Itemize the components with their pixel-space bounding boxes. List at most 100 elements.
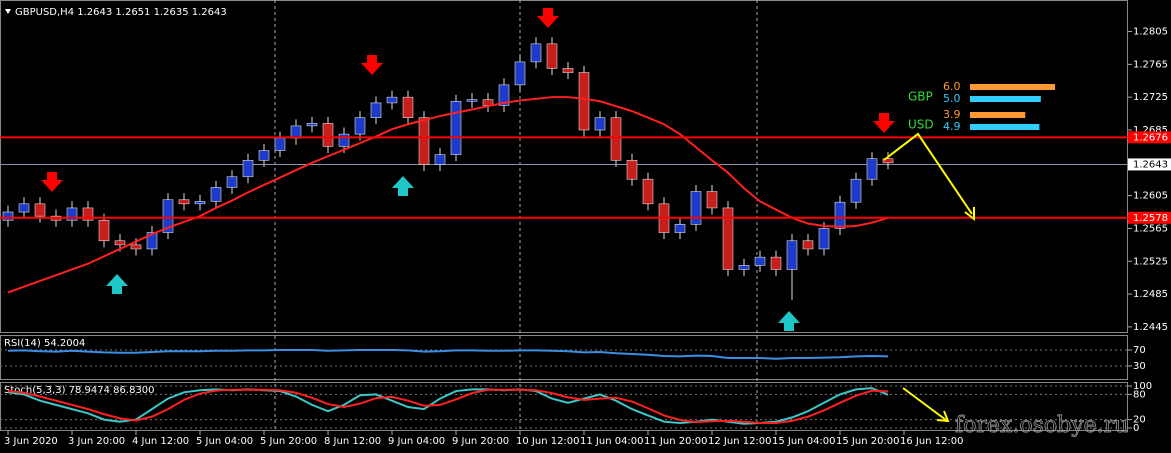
candle-body — [434, 154, 446, 165]
candle-body — [306, 123, 318, 127]
candle-body — [722, 207, 734, 270]
x-tick-label: 9 Jun 04:00 — [388, 436, 445, 447]
candle-body — [706, 191, 718, 209]
stoch-panel — [0, 382, 1128, 431]
forecast-head — [964, 207, 975, 222]
candle-body — [34, 203, 46, 217]
candle-body — [786, 240, 798, 270]
candle-body — [530, 43, 542, 63]
candle-body — [738, 265, 750, 270]
candle-body — [610, 117, 622, 161]
forecast — [883, 132, 975, 423]
x-tick-label: 10 Jun 12:00 — [516, 436, 580, 447]
current-price-label: 1.2643 — [1133, 159, 1168, 170]
moving-average — [7, 96, 889, 294]
strength-label: 5.0 — [943, 92, 961, 105]
forecast-line — [902, 387, 947, 421]
level-box — [1128, 131, 1171, 144]
candle-body — [802, 240, 814, 250]
x-tick-label: 16 Jun 12:00 — [900, 436, 964, 447]
candle-body — [386, 96, 398, 104]
y-tick-label: 1.2605 — [1133, 191, 1168, 202]
strength-label: 6.0 — [943, 80, 961, 93]
candle-body — [850, 178, 862, 203]
x-tick-label: 11 Jun 20:00 — [644, 436, 708, 447]
watermark: forex.osobye.ru — [955, 413, 1128, 438]
candle-body — [754, 256, 766, 266]
candle-body — [562, 68, 574, 73]
candle-body — [578, 72, 590, 131]
candle-body — [194, 201, 206, 205]
main-panel — [0, 0, 1128, 333]
candle-body — [274, 137, 286, 151]
level-label: 1.2578 — [1133, 213, 1168, 224]
candle-body — [834, 201, 846, 229]
candle-body — [498, 84, 510, 106]
candle-body — [674, 224, 686, 233]
forecast-line — [883, 132, 973, 215]
y-tick-label: 1.2445 — [1133, 322, 1168, 333]
up-arrow — [106, 274, 128, 294]
signal-arrows — [41, 8, 895, 331]
level-box — [1128, 211, 1171, 224]
candle-body — [818, 228, 830, 250]
strength-label: 4.9 — [943, 120, 961, 133]
candle-body — [66, 207, 78, 221]
x-tick-label: 3 Jun 2020 — [4, 436, 58, 447]
indicator-line — [7, 349, 889, 360]
y-tick-label: 1.2805 — [1133, 27, 1168, 38]
candle-body — [258, 150, 270, 161]
level-label: 1.2676 — [1133, 132, 1168, 143]
x-tick-label: 9 Jun 20:00 — [452, 436, 509, 447]
candle-body — [370, 102, 382, 118]
candle-body — [178, 199, 190, 205]
rsi-title: RSI(14) 54.2004 — [4, 338, 85, 349]
currency-label: USD — [908, 118, 934, 132]
candle-body — [82, 207, 94, 221]
y-tick-label: 80 — [1133, 389, 1146, 400]
x-tick-label: 15 Jun 04:00 — [772, 436, 836, 447]
up-arrow — [778, 311, 800, 331]
strength-bar — [970, 84, 1055, 90]
menu-triangle — [5, 9, 11, 14]
y-tick-label: 1.2765 — [1133, 59, 1168, 70]
candle-body — [290, 125, 302, 139]
y-tick-label: 30 — [1133, 361, 1146, 372]
candle-body — [514, 61, 526, 86]
indicator-line — [7, 387, 889, 425]
candle-body — [162, 199, 174, 233]
candle-body — [770, 256, 782, 270]
current-price-box — [1128, 158, 1171, 171]
down-arrow — [537, 8, 559, 28]
y-tick-label: 70 — [1133, 345, 1146, 356]
candle-body — [450, 100, 462, 155]
y-tick-label: 1.2485 — [1133, 289, 1168, 300]
currency-label: GBP — [908, 90, 933, 104]
strength-bar — [970, 96, 1041, 102]
down-arrow — [873, 113, 895, 133]
y-tick-label: 20 — [1133, 415, 1146, 426]
candle-body — [2, 211, 14, 221]
x-tick-label: 3 Jun 20:00 — [68, 436, 125, 447]
down-arrow — [41, 172, 63, 192]
y-tick-label: 1.2725 — [1133, 92, 1168, 103]
candle-body — [402, 96, 414, 118]
candle-body — [642, 178, 654, 205]
candle-body — [242, 160, 254, 178]
x-tick-label: 11 Jun 04:00 — [580, 436, 644, 447]
candle-body — [130, 244, 142, 250]
x-tick-label: 4 Jun 12:00 — [132, 436, 189, 447]
y-tick-label: 100 — [1133, 381, 1152, 392]
y-tick-label: 1.2685 — [1133, 125, 1168, 136]
x-tick-label: 12 Jun 12:00 — [708, 436, 772, 447]
candle-body — [626, 160, 638, 180]
x-tick-label: 15 Jun 20:00 — [836, 436, 900, 447]
candle-body — [466, 99, 478, 102]
candle-body — [18, 203, 30, 213]
y-tick-label: 0 — [1133, 423, 1139, 434]
candle-body — [210, 187, 222, 202]
forecast-head — [936, 410, 950, 423]
strength-label: 3.9 — [943, 108, 961, 121]
candle-body — [594, 117, 606, 131]
